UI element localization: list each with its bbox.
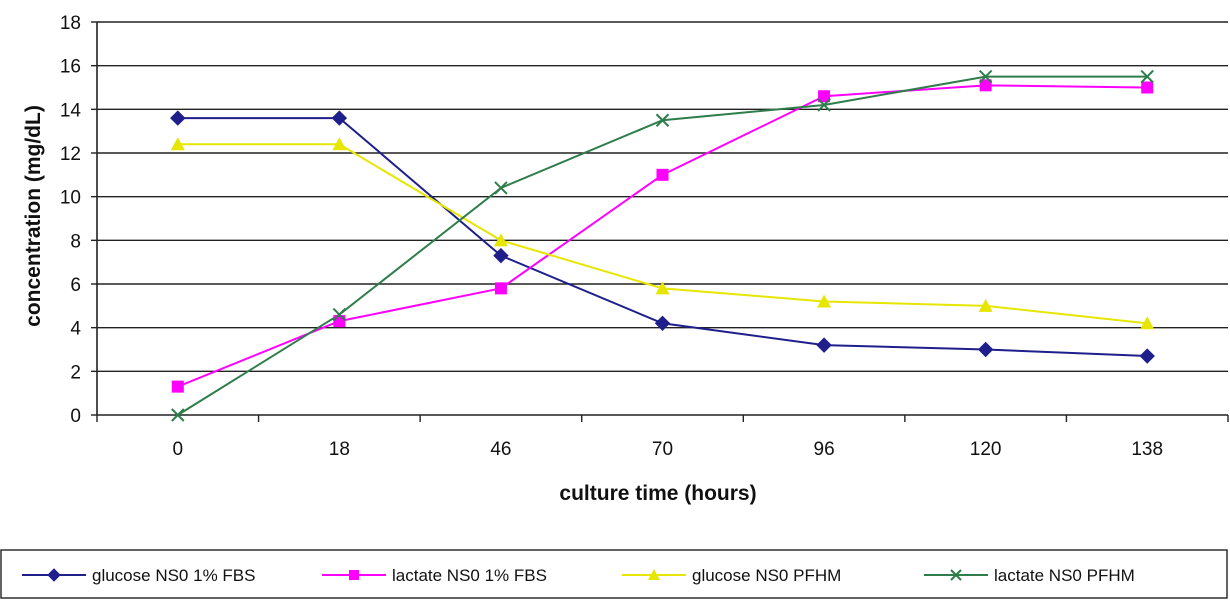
legend-entry: lactate NS0 PFHM: [924, 566, 1135, 585]
legend-entry: lactate NS0 1% FBS: [322, 566, 547, 585]
x-tick-label: 96: [814, 439, 835, 460]
series-line: [177, 75, 1148, 416]
x-tick-label: 70: [652, 439, 673, 460]
data-point: [1139, 348, 1155, 364]
data-point: [978, 69, 993, 84]
x-axis-title: culture time (hours): [559, 482, 756, 505]
data-point: [170, 110, 186, 126]
legend: glucose NS0 1% FBS lactate NS0 1% FBS gluc…: [0, 549, 1228, 599]
axes: [91, 21, 1229, 422]
data-point: [1140, 316, 1155, 330]
series-line: [177, 84, 1148, 388]
x-tick-label: 138: [1131, 439, 1163, 460]
legend-label: lactate NS0 PFHM: [994, 566, 1135, 585]
data-point: [817, 98, 831, 112]
data-point: [1140, 69, 1154, 84]
x-tick-label: 0: [172, 439, 183, 460]
y-tick-label: 12: [60, 144, 81, 165]
x-tick-label: 18: [329, 439, 350, 460]
data-point: [171, 408, 185, 422]
data-point: [977, 341, 994, 358]
data-point: [1141, 81, 1154, 94]
data-point: [978, 298, 993, 312]
data-point: [655, 113, 670, 127]
y-tick-label: 14: [60, 100, 82, 121]
data-point: [332, 137, 347, 151]
data-point: [656, 168, 669, 181]
series-markers: [170, 69, 1155, 422]
data-point: [331, 110, 348, 126]
legend-label: glucose NS0 1% FBS: [92, 566, 255, 585]
legend-label: lactate NS0 1% FBS: [392, 566, 547, 585]
y-axis-title: concentration (mg/dL): [22, 105, 45, 327]
legend-box: [0, 549, 1228, 599]
y-tick-label: 4: [70, 319, 81, 340]
data-point: [493, 233, 508, 247]
y-tick-label: 16: [60, 57, 81, 78]
y-tick-label: 8: [70, 231, 81, 252]
data-point: [170, 137, 185, 151]
data-point: [494, 181, 508, 195]
y-tick-labels: 0 2 4 6 8 10 12 14 16 18: [60, 13, 82, 427]
gridlines: [97, 21, 1228, 373]
legend-swatch-marker: [648, 569, 660, 580]
legend-label: glucose NS0 PFHM: [692, 566, 841, 585]
y-tick-label: 10: [60, 188, 81, 209]
legend-entry: glucose NS0 PFHM: [622, 566, 841, 585]
x-tick-labels: 0 18 46 70 96 120 138: [172, 439, 1163, 460]
data-point: [655, 281, 670, 295]
data-point: [333, 315, 346, 328]
legend-swatch-marker: [950, 569, 962, 581]
legend-swatch-marker: [47, 568, 61, 582]
y-tick-label: 18: [60, 13, 81, 34]
y-tick-label: 2: [70, 362, 81, 383]
data-point: [816, 337, 832, 353]
x-tick-label: 46: [490, 439, 511, 460]
data-point: [979, 79, 992, 92]
y-tick-label: 0: [70, 406, 81, 427]
data-point: [494, 282, 507, 295]
data-point: [171, 380, 184, 393]
data-point: [817, 294, 832, 308]
x-tick-label: 120: [970, 439, 1002, 460]
data-point: [654, 315, 671, 332]
data-point: [332, 307, 347, 322]
data-point: [818, 90, 831, 103]
data-point: [493, 247, 509, 264]
legend-swatch-marker: [349, 570, 359, 580]
legend-entry: glucose NS0 1% FBS: [22, 566, 255, 585]
y-tick-label: 6: [70, 275, 81, 296]
series-lines: [177, 75, 1148, 416]
